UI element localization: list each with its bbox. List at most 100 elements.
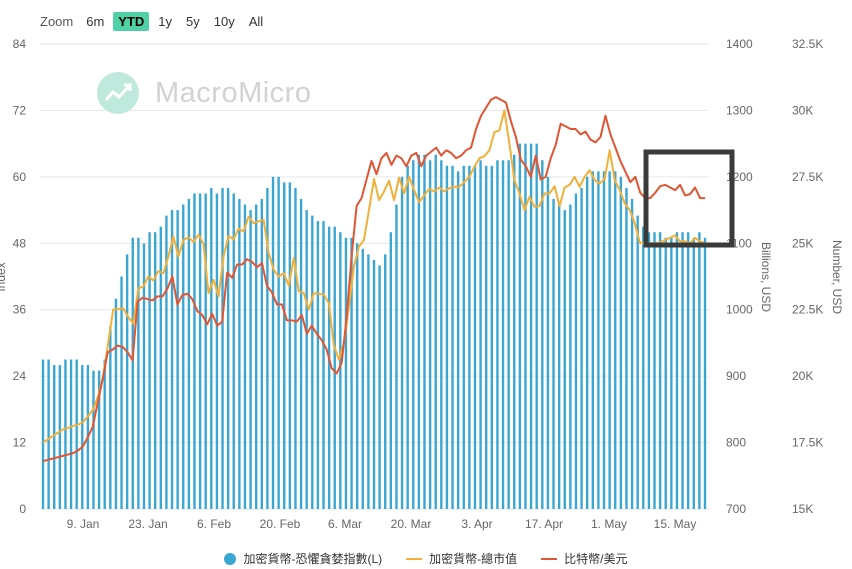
fear-greed-bar (367, 254, 370, 509)
fear-greed-bar (658, 232, 662, 509)
fear-greed-bar (636, 215, 639, 510)
fear-greed-bar (327, 226, 331, 509)
zoom-label: Zoom (40, 13, 74, 29)
fear-greed-bar (703, 237, 707, 509)
fear-greed-bar (271, 176, 275, 510)
fear-greed-bar (97, 370, 101, 509)
right-axis-1-tick-label: 700 (726, 502, 746, 516)
fear-greed-bar (137, 237, 140, 509)
right-axis-1-tick-label: 1300 (726, 103, 753, 117)
fear-greed-bar (238, 199, 241, 509)
x-tick-label: 17. Apr (525, 517, 563, 531)
legend-label-fear-greed: 加密貨幣-恐懼貪婪指數(L) (243, 552, 383, 566)
fear-greed-bar (266, 187, 269, 509)
x-tick-label: 1. May (591, 517, 627, 531)
fear-greed-bar (485, 165, 488, 510)
fear-greed-bar (210, 187, 213, 509)
fear-greed-bar (423, 154, 426, 509)
legend-item-market-cap[interactable]: 加密貨幣-總市值 (406, 550, 517, 567)
fear-greed-bar (473, 165, 477, 510)
right-axis-1-tick-label: 1400 (726, 37, 753, 51)
fear-greed-bar (451, 165, 454, 510)
x-tick-label: 15. May (654, 517, 697, 531)
legend: 加密貨幣-恐懼貪婪指數(L) 加密貨幣-總市值 比特幣/美元 (0, 550, 852, 567)
fear-greed-bar (501, 160, 505, 509)
fear-greed-bar (608, 171, 611, 509)
x-tick-label: 9. Jan (67, 517, 100, 531)
fear-greed-bar (456, 171, 460, 509)
fear-greed-bar (445, 165, 449, 510)
left-tick-label: 0 (19, 502, 26, 516)
fear-greed-bar (400, 176, 404, 510)
fear-greed-bar (479, 160, 482, 509)
fear-greed-bar (120, 276, 123, 509)
fear-greed-bar (170, 210, 174, 509)
fear-greed-bar (653, 232, 656, 509)
fear-greed-bar (232, 193, 235, 509)
fear-greed-bar (664, 237, 667, 509)
fear-greed-bar (339, 232, 342, 509)
fear-greed-bar (630, 199, 634, 509)
fear-greed-bar (569, 204, 572, 510)
right-axis-1-tick-label: 1000 (726, 303, 753, 317)
left-tick-label: 12 (13, 436, 27, 450)
x-tick-label: 20. Feb (260, 517, 301, 531)
fear-greed-bar (182, 204, 185, 510)
fear-greed-bar (412, 160, 415, 509)
fear-greed-bar (277, 176, 280, 510)
fear-greed-bar (602, 171, 606, 509)
fear-greed-bar (260, 199, 263, 509)
legend-line-icon (406, 557, 423, 560)
fear-greed-bar (322, 221, 325, 509)
fear-greed-bar (221, 187, 224, 509)
right-axis-1-title: Billions, USD (759, 242, 773, 312)
legend-item-btc[interactable]: 比特幣/美元 (541, 550, 628, 567)
fear-greed-bar (103, 359, 106, 509)
right-axis-2-tick-label: 15K (792, 502, 813, 516)
right-axis-1-tick-label: 800 (726, 436, 746, 450)
market-cap-line (42, 109, 706, 444)
fear-greed-bar (625, 187, 628, 509)
fear-greed-bar (226, 187, 230, 509)
fear-greed-bar (698, 232, 701, 509)
zoom-5y-button[interactable]: 5y (186, 13, 200, 29)
fear-greed-bar (675, 232, 679, 509)
watermark: MacroMicro (97, 72, 311, 114)
zoom-10y-button[interactable]: 10y (213, 13, 235, 29)
zoom-6m-button[interactable]: 6m (86, 13, 105, 29)
fear-greed-bar (131, 237, 134, 509)
fear-greed-bar (288, 182, 292, 509)
fear-greed-bar (344, 237, 348, 509)
fear-greed-bar (125, 254, 129, 509)
x-tick-label: 6. Mar (328, 517, 362, 531)
zoom-1y-button[interactable]: 1y (158, 13, 173, 29)
fear-greed-bar (440, 160, 443, 509)
x-tick-label: 20. Mar (391, 517, 432, 531)
zoom-bar: Zoom 6m YTD 1y 5y 10y All (40, 10, 272, 32)
fear-greed-bar (114, 298, 118, 509)
right-axis-2-tick-label: 30K (792, 103, 813, 117)
fear-greed-bar (311, 215, 314, 510)
fear-greed-bar (490, 165, 494, 510)
x-tick-label: 6. Feb (197, 517, 231, 531)
fear-greed-bar (69, 359, 73, 509)
fear-greed-bar (384, 254, 387, 509)
fear-greed-bar (165, 215, 168, 510)
x-tick-label: 3. Apr (461, 517, 492, 531)
right-axis-2-tick-label: 32.5K (792, 37, 823, 51)
fear-greed-bar (513, 154, 516, 509)
fear-greed-bar (204, 193, 207, 509)
fear-greed-bar (148, 232, 151, 509)
legend-item-fear-greed[interactable]: 加密貨幣-恐懼貪婪指數(L) (224, 550, 382, 567)
chart-lines (42, 96, 706, 463)
fear-greed-bar (692, 237, 695, 509)
zoom-all-button[interactable]: All (248, 13, 264, 29)
fear-greed-bar (294, 187, 297, 509)
fear-greed-bar (355, 243, 359, 510)
fear-greed-bar (580, 187, 583, 509)
fear-greed-bar (529, 143, 533, 509)
zoom-ytd-button[interactable]: YTD (113, 11, 150, 31)
fear-greed-bar (642, 226, 645, 509)
right-axis-1-tick-label: 900 (726, 369, 746, 383)
left-tick-label: 36 (13, 303, 27, 317)
